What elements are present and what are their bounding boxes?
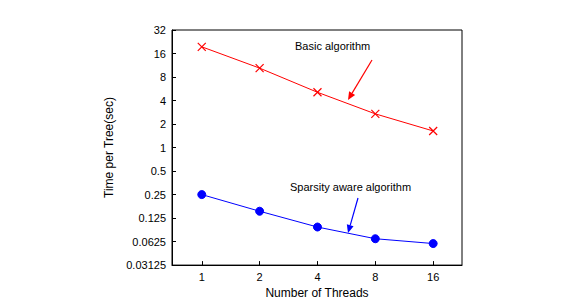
svg-text:0.25: 0.25 [145,189,166,201]
svg-text:Sparsity aware algorithm: Sparsity aware algorithm [290,181,411,193]
svg-text:4: 4 [160,95,166,107]
svg-text:8: 8 [372,271,378,283]
svg-text:2: 2 [257,271,263,283]
svg-text:4: 4 [314,271,320,283]
svg-text:Number of Threads: Number of Threads [265,286,368,300]
svg-text:0.125: 0.125 [138,212,166,224]
svg-text:16: 16 [154,48,166,60]
svg-text:0.0625: 0.0625 [132,236,166,248]
svg-text:32: 32 [154,24,166,36]
svg-text:Basic algorithm: Basic algorithm [295,40,370,52]
svg-text:1: 1 [199,271,205,283]
svg-text:0.03125: 0.03125 [126,259,166,271]
svg-text:16: 16 [427,271,439,283]
svg-text:0.5: 0.5 [151,165,166,177]
svg-text:1: 1 [160,142,166,154]
svg-text:Time per Tree(sec): Time per Tree(sec) [102,97,116,198]
svg-text:2: 2 [160,118,166,130]
svg-text:8: 8 [160,71,166,83]
